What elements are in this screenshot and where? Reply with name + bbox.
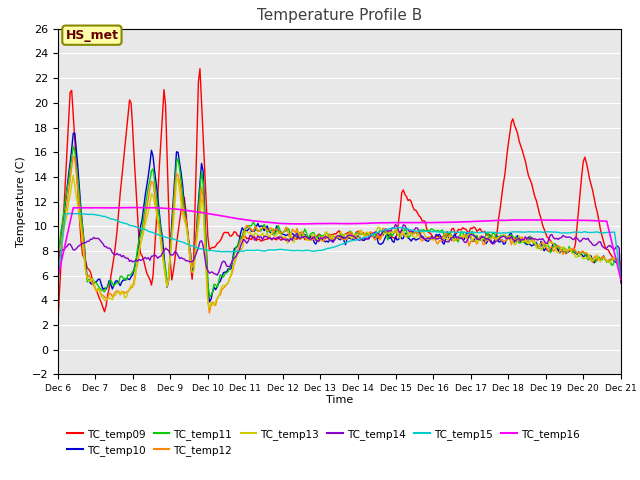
TC_temp16 bbox=[550, 217, 557, 223]
TC_temp09 bbox=[69, 112, 77, 118]
TC_temp09 bbox=[395, 218, 403, 224]
TC_temp15 bbox=[550, 229, 557, 235]
TC_temp12 bbox=[551, 247, 559, 252]
TC_temp13 bbox=[71, 182, 79, 188]
TC_temp12 bbox=[378, 234, 385, 240]
TC_temp13 bbox=[378, 229, 385, 235]
Line: TC_temp11: TC_temp11 bbox=[58, 146, 621, 303]
TC_temp10 bbox=[54, 301, 61, 307]
TC_temp16 bbox=[54, 276, 61, 282]
TC_temp14 bbox=[54, 282, 61, 288]
TC_temp14 bbox=[392, 222, 399, 228]
TC_temp11 bbox=[54, 300, 61, 306]
TC_temp16 bbox=[617, 276, 625, 282]
TC_temp09 bbox=[617, 260, 625, 266]
TC_temp11 bbox=[395, 233, 403, 239]
TC_temp11 bbox=[550, 243, 557, 249]
TC_temp13 bbox=[160, 262, 168, 268]
TC_temp15 bbox=[54, 279, 61, 285]
TC_temp12 bbox=[409, 231, 417, 237]
Line: TC_temp09: TC_temp09 bbox=[58, 69, 621, 331]
TC_temp12 bbox=[205, 310, 213, 316]
TC_temp13 bbox=[617, 266, 625, 272]
Line: TC_temp16: TC_temp16 bbox=[58, 207, 621, 279]
TC_temp14 bbox=[550, 235, 557, 241]
Line: TC_temp14: TC_temp14 bbox=[58, 225, 621, 285]
TC_temp16 bbox=[376, 220, 384, 226]
TC_temp14 bbox=[69, 247, 77, 253]
TC_temp14 bbox=[617, 280, 625, 286]
X-axis label: Time: Time bbox=[326, 395, 353, 405]
TC_temp14 bbox=[395, 228, 403, 234]
TC_temp16 bbox=[407, 220, 415, 226]
Line: TC_temp15: TC_temp15 bbox=[58, 214, 621, 282]
TC_temp13 bbox=[69, 172, 77, 178]
TC_temp16 bbox=[395, 220, 403, 226]
TC_temp15 bbox=[407, 227, 415, 233]
TC_temp13 bbox=[409, 233, 417, 239]
TC_temp11 bbox=[407, 231, 415, 237]
TC_temp12 bbox=[69, 154, 77, 159]
TC_temp14 bbox=[374, 231, 382, 237]
TC_temp15 bbox=[376, 228, 384, 234]
TC_temp10 bbox=[617, 263, 625, 269]
TC_temp15 bbox=[395, 225, 403, 230]
TC_temp15 bbox=[67, 211, 74, 216]
TC_temp10 bbox=[69, 131, 77, 136]
Text: HS_met: HS_met bbox=[65, 29, 118, 42]
TC_temp09 bbox=[54, 328, 61, 334]
TC_temp12 bbox=[71, 156, 79, 161]
TC_temp10 bbox=[407, 238, 415, 244]
Line: TC_temp10: TC_temp10 bbox=[58, 133, 621, 304]
TC_temp14 bbox=[159, 251, 166, 256]
TC_temp15 bbox=[71, 211, 79, 216]
TC_temp16 bbox=[129, 204, 136, 210]
TC_temp15 bbox=[160, 234, 168, 240]
TC_temp09 bbox=[550, 242, 557, 248]
Y-axis label: Temperature (C): Temperature (C) bbox=[16, 156, 26, 247]
TC_temp12 bbox=[160, 263, 168, 269]
TC_temp16 bbox=[69, 205, 77, 211]
TC_temp16 bbox=[160, 205, 168, 211]
TC_temp11 bbox=[69, 144, 77, 149]
TC_temp09 bbox=[196, 66, 204, 72]
TC_temp10 bbox=[376, 241, 384, 247]
TC_temp12 bbox=[54, 300, 61, 306]
TC_temp10 bbox=[71, 130, 79, 136]
Line: TC_temp13: TC_temp13 bbox=[58, 175, 621, 308]
TC_temp11 bbox=[71, 148, 79, 154]
TC_temp14 bbox=[407, 228, 415, 234]
Legend: TC_temp09, TC_temp10, TC_temp11, TC_temp12, TC_temp13, TC_temp14, TC_temp15, TC_: TC_temp09, TC_temp10, TC_temp11, TC_temp… bbox=[63, 424, 584, 460]
TC_temp10 bbox=[550, 240, 557, 246]
TC_temp11 bbox=[617, 262, 625, 267]
TC_temp11 bbox=[160, 256, 168, 262]
TC_temp09 bbox=[376, 234, 384, 240]
TC_temp13 bbox=[551, 244, 559, 250]
TC_temp09 bbox=[159, 113, 166, 119]
TC_temp13 bbox=[205, 305, 213, 311]
TC_temp13 bbox=[396, 235, 404, 241]
TC_temp13 bbox=[54, 303, 61, 309]
Line: TC_temp12: TC_temp12 bbox=[58, 156, 621, 313]
Title: Temperature Profile B: Temperature Profile B bbox=[257, 9, 422, 24]
TC_temp10 bbox=[395, 236, 403, 242]
TC_temp11 bbox=[376, 228, 384, 233]
TC_temp15 bbox=[617, 276, 625, 281]
TC_temp12 bbox=[617, 263, 625, 268]
TC_temp12 bbox=[396, 228, 404, 234]
TC_temp10 bbox=[160, 252, 168, 258]
TC_temp09 bbox=[407, 199, 415, 204]
